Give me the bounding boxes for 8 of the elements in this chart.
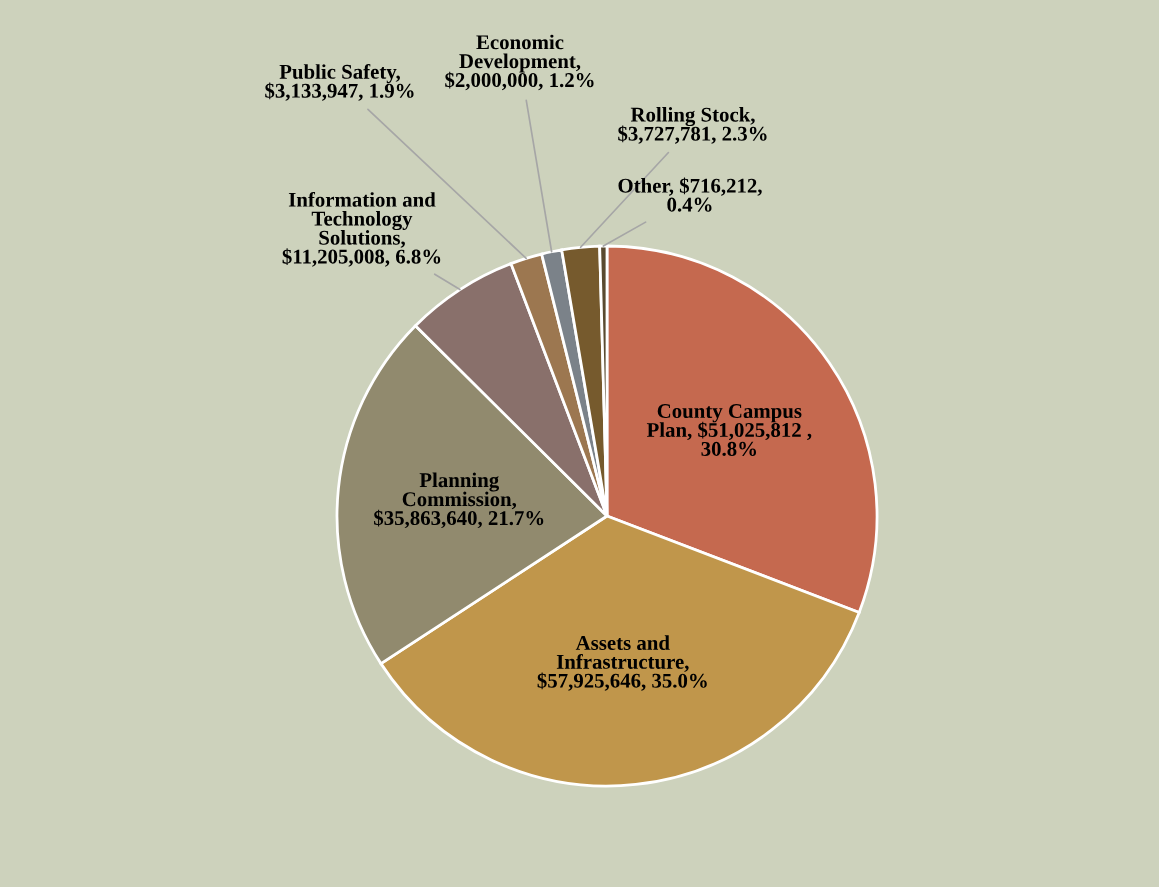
slice-label: Rolling Stock, $3,727,781, 2.3%	[618, 107, 767, 144]
slice-label: Assets and Infrastructure, $57,925,646, 35.0%	[537, 635, 707, 691]
slice-label: Economic Development, $2,000,000, 1.2%	[445, 34, 594, 91]
slice-label: County Campus Plan, $51,025,812 , 30.8%	[646, 404, 812, 457]
slice-label: Other, $716,212, 0.4%	[618, 177, 762, 212]
slice-label: Information and Technology Solutions, $11,205,008, 6.8%	[282, 191, 441, 267]
slice-label: Public Safety, $3,133,947, 1.9%	[265, 63, 414, 101]
slice-label: Planning Commission, $35,863,640, 21.7%	[374, 472, 544, 529]
